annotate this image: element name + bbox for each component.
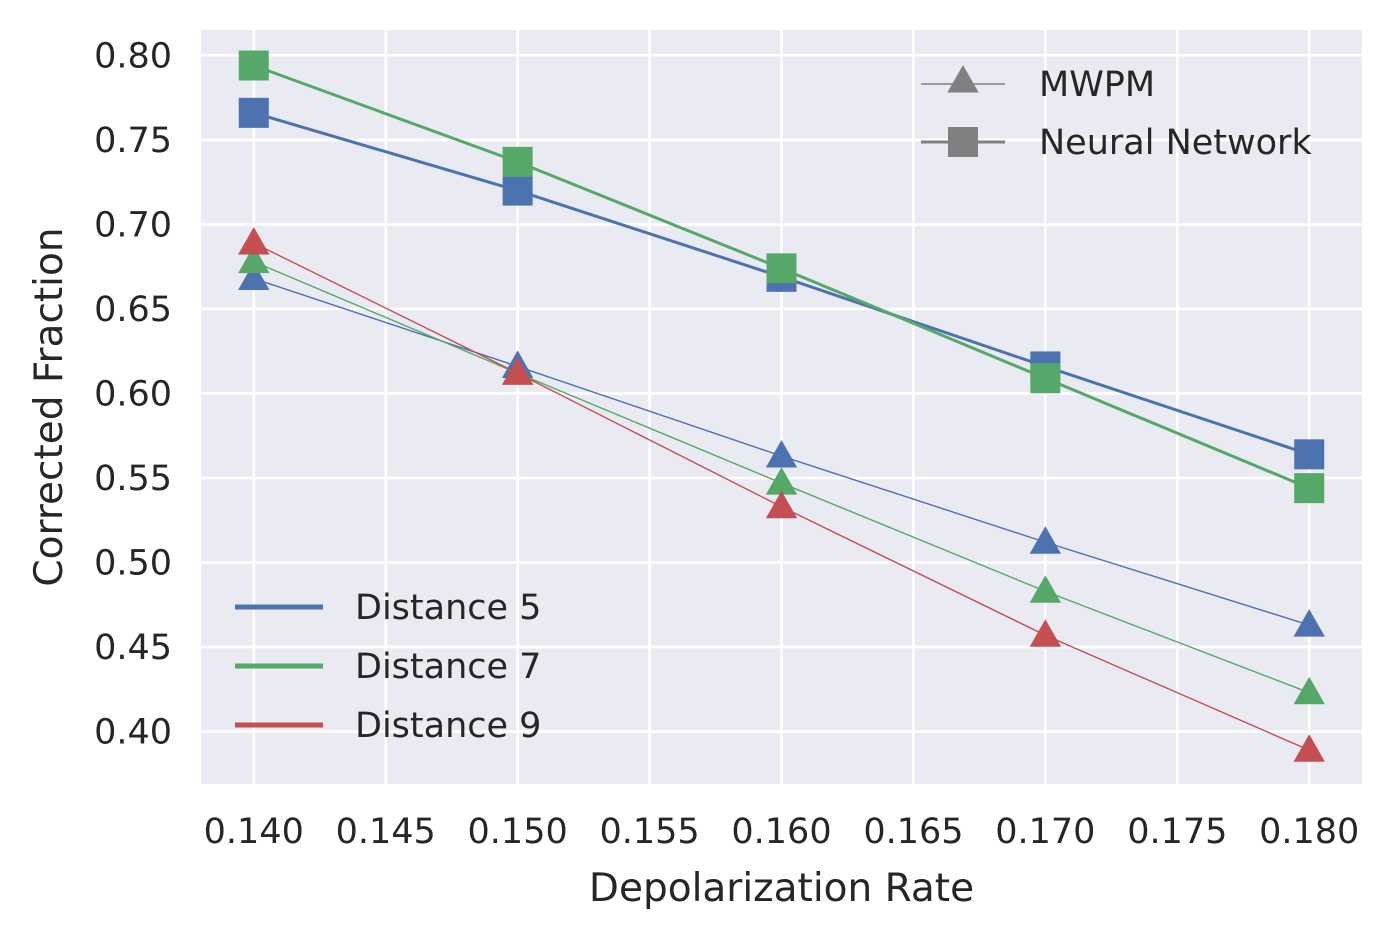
y-tick-label: 0.80 — [94, 36, 172, 76]
y-axis-label: Corrected Fraction — [27, 227, 72, 586]
data-point-square — [1030, 363, 1061, 394]
data-point-triangle — [1029, 526, 1062, 554]
y-tick-label: 0.65 — [94, 290, 172, 330]
data-point-triangle — [1293, 676, 1325, 705]
y-tick-label: 0.75 — [94, 121, 172, 161]
data-point-square — [1294, 473, 1325, 504]
data-point-triangle — [765, 467, 798, 495]
data-point-square — [502, 146, 533, 177]
legend-label: MWPM — [1039, 65, 1155, 105]
x-tick-label: 0.150 — [468, 812, 568, 852]
legend-entry-distance-5: Distance 5 — [235, 588, 541, 628]
y-tick-label: 0.40 — [94, 713, 172, 753]
data-point-triangle — [238, 227, 270, 255]
x-tick-label: 0.175 — [1127, 812, 1227, 852]
legend-entry-mwpm: MWPM — [921, 65, 1155, 105]
legend-label: Distance 5 — [355, 588, 541, 628]
legend-colors: Distance 5 Distance 7 Distance 9 — [235, 588, 541, 746]
data-point-square — [502, 175, 533, 206]
data-point-square — [766, 253, 797, 284]
series-layer — [238, 50, 1325, 762]
data-point-triangle — [1293, 734, 1325, 762]
x-tick-label: 0.165 — [863, 812, 963, 852]
x-tick-label: 0.155 — [599, 812, 699, 852]
data-point-triangle — [238, 245, 270, 274]
y-tick-label: 0.55 — [94, 459, 172, 499]
legend-entry-neural-network: Neural Network — [921, 123, 1312, 163]
x-tick-label: 0.160 — [731, 812, 831, 852]
data-point-triangle — [501, 357, 534, 385]
tick-labels: 0.140 0.145 0.150 0.155 0.160 0.165 0.170 0.175… — [94, 36, 1359, 852]
legend-triangle-marker — [947, 65, 979, 93]
legend-entry-distance-7: Distance 7 — [235, 647, 541, 687]
y-tick-label: 0.70 — [94, 205, 172, 245]
series-distance-9-mwpm — [238, 227, 1325, 762]
data-point-square — [238, 50, 269, 81]
legend-label: Neural Network — [1039, 123, 1312, 163]
series-distance-7-neural-network — [238, 50, 1325, 504]
y-tick-label: 0.60 — [94, 374, 172, 414]
y-tick-label: 0.45 — [94, 628, 172, 668]
data-point-square — [1294, 439, 1325, 470]
x-tick-label: 0.140 — [204, 812, 304, 852]
x-tick-label: 0.145 — [336, 812, 436, 852]
data-point-triangle — [1029, 619, 1062, 647]
legend-label: Distance 9 — [355, 706, 541, 746]
legend-square-marker — [948, 127, 978, 157]
legend-label: Distance 7 — [355, 647, 541, 687]
data-point-triangle — [765, 440, 798, 468]
data-point-triangle — [1029, 575, 1062, 603]
legend-markers: MWPM Neural Network — [921, 65, 1312, 163]
x-axis-label: Depolarization Rate — [589, 866, 974, 911]
data-point-triangle — [765, 490, 798, 519]
data-point-triangle — [238, 262, 270, 291]
data-point-square — [238, 97, 269, 128]
legend-entry-distance-9: Distance 9 — [235, 706, 541, 746]
x-tick-label: 0.180 — [1259, 812, 1359, 852]
data-point-triangle — [1293, 609, 1325, 637]
x-tick-label: 0.170 — [995, 812, 1095, 852]
y-tick-label: 0.50 — [94, 544, 172, 584]
